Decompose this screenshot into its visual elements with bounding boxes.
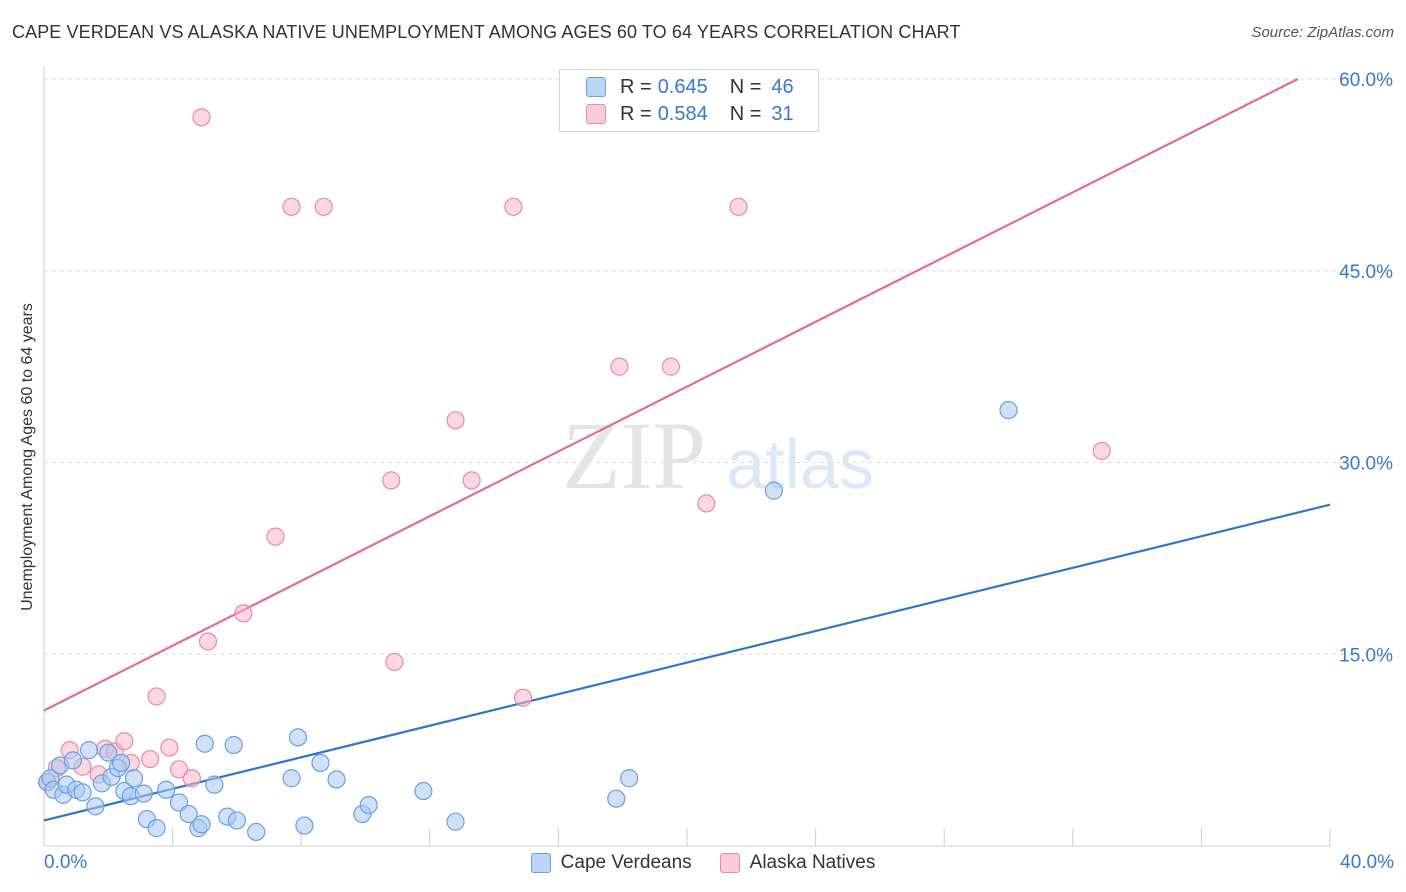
y-tick-label: 45.0% (1339, 262, 1393, 283)
data-point (999, 400, 1018, 420)
data-point (195, 734, 214, 753)
data-point (169, 760, 189, 779)
data-point (140, 749, 160, 769)
data-point (1092, 441, 1111, 461)
data-point (385, 652, 404, 672)
y-tick-label: 30.0% (1339, 454, 1393, 475)
legend-row-alaska-natives: R = 0.584 N = 31 (586, 102, 794, 126)
data-point (311, 753, 330, 773)
watermark-atlas: atlas (726, 425, 874, 503)
data-point (205, 775, 224, 794)
trend-line-alaska-natives (43, 78, 1299, 712)
data-point (182, 769, 201, 788)
data-point (99, 743, 118, 762)
data-point (620, 769, 639, 788)
data-point (134, 784, 153, 803)
legend-n-label: N = (729, 102, 762, 125)
data-point (382, 471, 401, 490)
data-point (295, 816, 314, 835)
data-point (764, 481, 783, 500)
data-point (729, 197, 748, 216)
data-point (288, 728, 308, 747)
data-point (227, 811, 246, 830)
y-tick-label: 15.0% (1339, 645, 1393, 666)
legend-r-label: R = (620, 102, 652, 125)
data-point (697, 494, 716, 513)
data-point (73, 783, 92, 802)
data-point (513, 688, 533, 707)
data-point (661, 357, 681, 376)
legend-swatch-pink (719, 853, 740, 873)
chart-title: CAPE VERDEAN VS ALASKA NATIVE UNEMPLOYME… (12, 22, 961, 42)
data-point (446, 812, 465, 831)
legend-n-value: 31 (771, 102, 794, 125)
legend-swatch-blue (586, 77, 606, 97)
legend-row-cape-verdeans: R = 0.645 N = 46 (586, 75, 794, 99)
data-point (79, 741, 99, 760)
legend-label: Cape Verdeans (560, 852, 692, 873)
legend-series: Cape Verdeans Alaska Natives (0, 852, 1406, 874)
data-point (266, 527, 285, 546)
y-tick-label: 60.0% (1339, 70, 1393, 91)
trend-lines (43, 78, 1331, 822)
data-point (327, 770, 346, 789)
data-point (192, 108, 211, 127)
legend-n-label: N = (729, 75, 762, 98)
axes (43, 66, 1331, 847)
data-point (198, 632, 218, 651)
data-point (124, 769, 144, 788)
grid (44, 78, 1395, 655)
data-point (282, 769, 301, 788)
data-point (224, 735, 243, 755)
data-point (462, 471, 481, 490)
legend-r-label: R = (620, 75, 652, 98)
data-point (115, 732, 134, 751)
data-point (160, 738, 179, 757)
data-point (414, 781, 433, 801)
data-point (314, 197, 333, 216)
data-point (147, 687, 166, 706)
data-point (234, 604, 253, 623)
data-point (282, 197, 301, 216)
data-point (112, 753, 131, 773)
data-point (446, 411, 465, 430)
watermark-zip: ZIP (562, 402, 706, 509)
legend-n-value: 46 (771, 75, 794, 98)
data-point (610, 357, 629, 376)
legend-r-value: 0.645 (657, 75, 708, 98)
x-tick-max: 40.0% (1340, 852, 1394, 873)
legend-swatch-pink (586, 104, 606, 124)
legend-item-cape-verdeans: Cape Verdeans (530, 852, 692, 874)
data-point (157, 780, 176, 799)
legend-item-alaska-natives: Alaska Natives (719, 852, 876, 874)
legend-label: Alaska Natives (749, 852, 876, 873)
series-cape-verdeans (38, 400, 1018, 842)
x-tick-min: 0.0% (44, 852, 88, 873)
data-point (607, 789, 626, 808)
source-label: Source: ZipAtlas.com (1251, 24, 1394, 41)
data-point (86, 797, 105, 816)
trend-line-cape-verdeans (43, 503, 1331, 822)
data-point (247, 822, 266, 842)
data-point (359, 795, 378, 815)
data-point (63, 751, 83, 770)
legend-stats: R = 0.645 N = 46 R = 0.584 N = 31 (559, 69, 819, 132)
data-point (147, 819, 166, 838)
data-point (504, 197, 523, 216)
legend-r-value: 0.584 (657, 102, 708, 125)
data-point (192, 815, 211, 834)
legend-swatch-blue (530, 853, 551, 873)
y-tick-labels: 15.0% 30.0% 45.0% 60.0% (1339, 70, 1393, 666)
data-point (179, 804, 198, 824)
